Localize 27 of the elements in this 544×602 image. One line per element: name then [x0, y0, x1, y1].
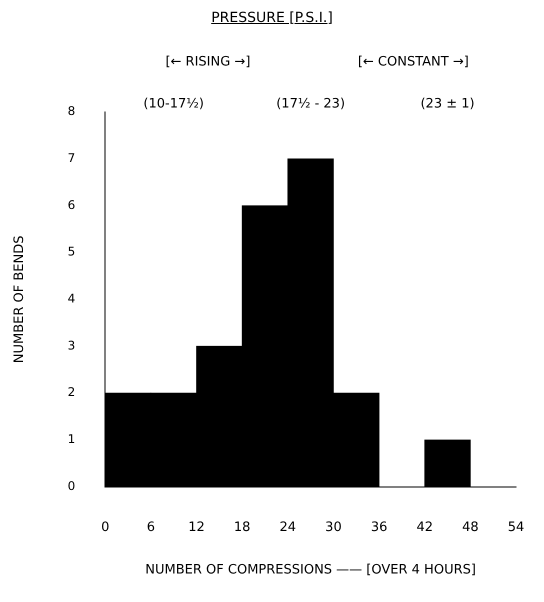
text: (17½ - 23) — [276, 96, 346, 112]
y-tick-label: 7 — [68, 150, 76, 165]
text: (10-17½) — [143, 96, 204, 112]
x-tick-label: 18 — [234, 520, 250, 535]
x-tick-label: 30 — [325, 520, 342, 535]
x-tick-label: 36 — [370, 520, 388, 535]
text: [← CONSTANT →] — [358, 54, 469, 70]
text: [← RISING →] — [165, 54, 250, 70]
y-tick-label: 1 — [68, 432, 76, 446]
chart-title: PRESSURE [P.S.I.] — [210, 10, 334, 26]
x-tick-label: 12 — [188, 520, 205, 535]
x-tick-label: 6 — [146, 520, 156, 535]
y-tick-label: 5 — [68, 244, 76, 259]
x-tick-label: 24 — [280, 520, 296, 535]
x-tick-label: 42 — [416, 520, 433, 535]
y-tick-label: 0 — [68, 478, 76, 493]
y-tick-label: 2 — [68, 385, 76, 400]
x-axis-title: NUMBER OF COMPRESSIONS —— [OVER 4 HOURS] — [145, 562, 476, 578]
y-tick-label: 4 — [68, 292, 76, 306]
y-tick-label: 6 — [68, 198, 76, 212]
text: (23 ± 1) — [420, 96, 475, 112]
x-tick-label: 54 — [508, 520, 524, 535]
x-tick-label: 0 — [101, 520, 110, 535]
x-tick-label: 48 — [462, 520, 479, 535]
y-tick-label: 8 — [68, 104, 76, 118]
y-tick-label: 3 — [68, 338, 76, 352]
y-axis-title: NUMBER OF BENDS — [12, 236, 28, 364]
